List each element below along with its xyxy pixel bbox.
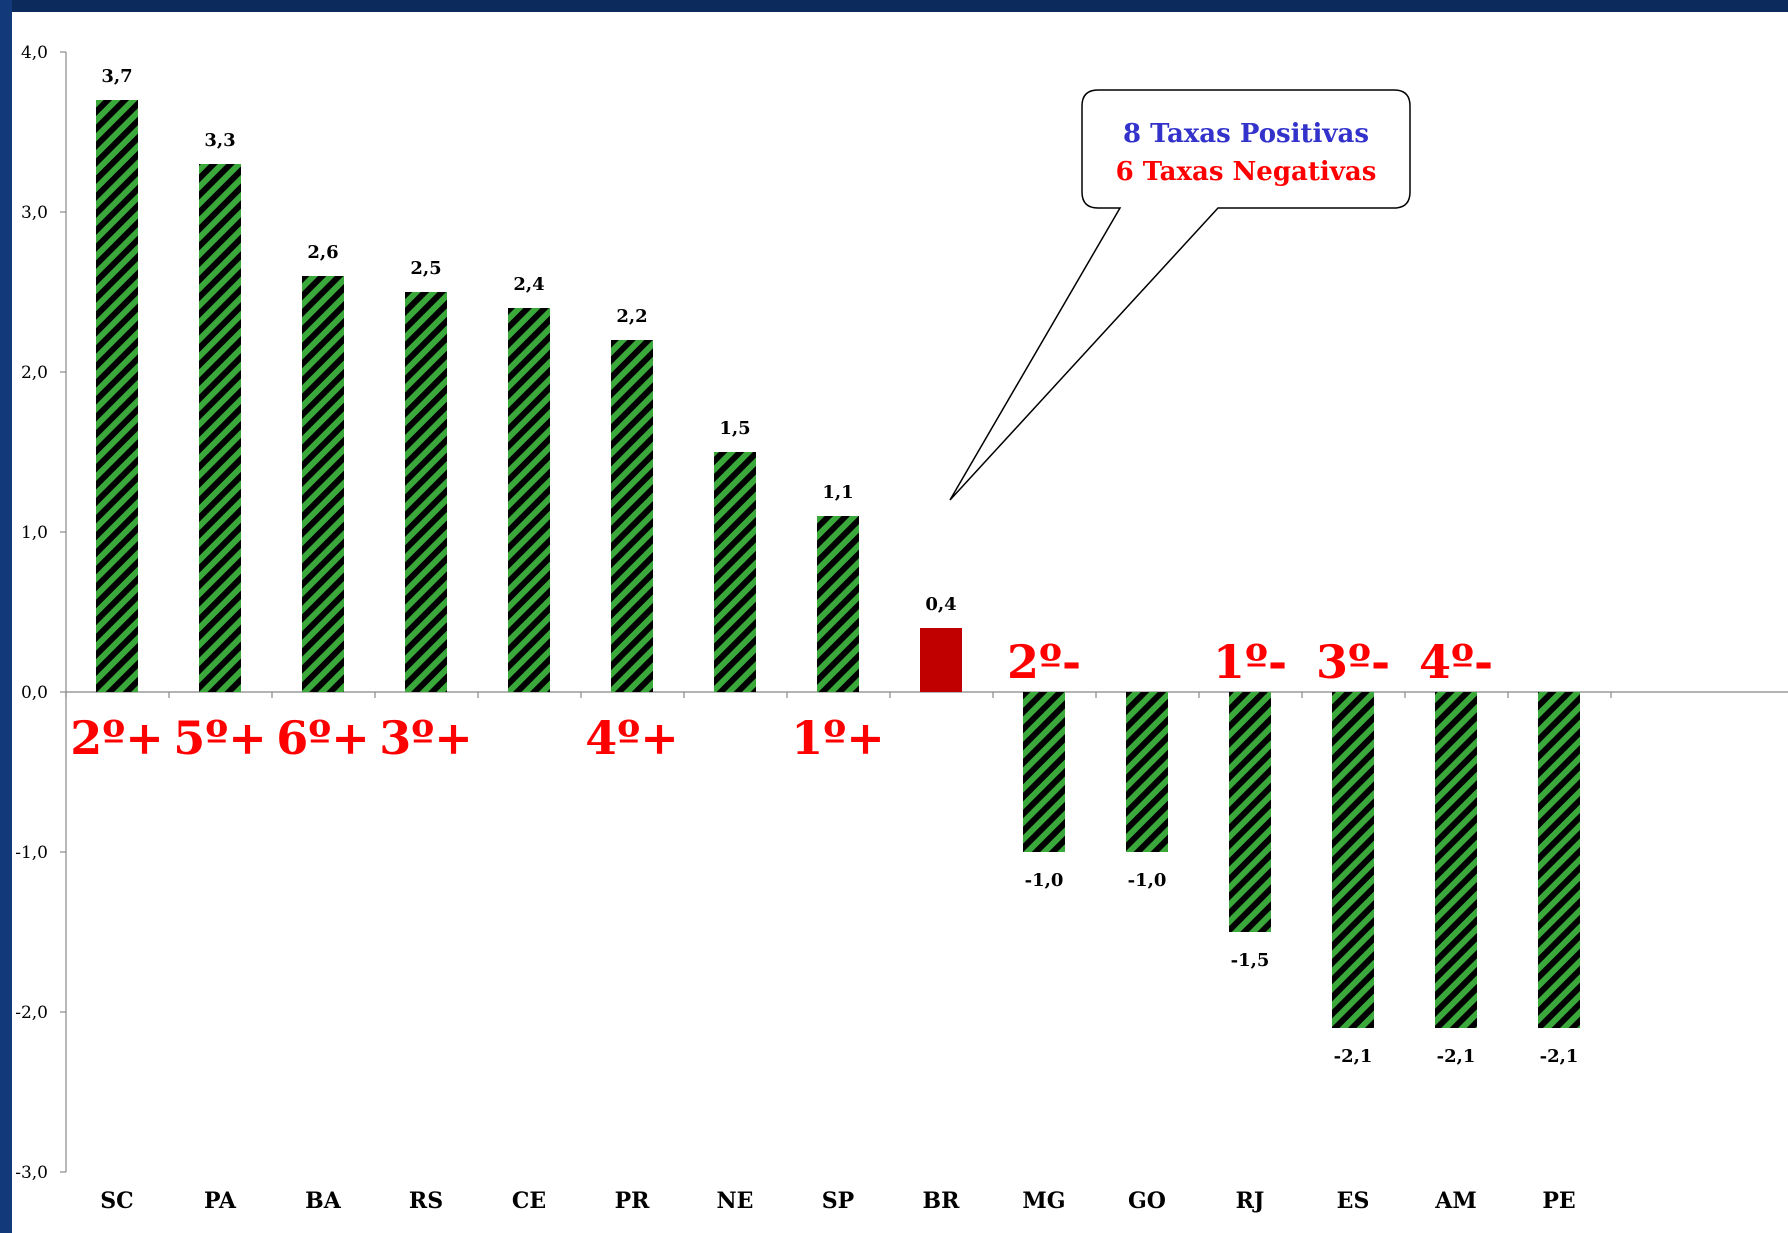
- data-label-go: -1,0: [1128, 870, 1167, 891]
- category-label-pr: PR: [615, 1188, 651, 1214]
- callout-positive-text: 8 Taxas Positivas: [1123, 119, 1369, 149]
- bar-pe: [1538, 692, 1580, 1028]
- category-label-pa: PA: [204, 1188, 237, 1214]
- top-frame-bar: [0, 0, 1788, 12]
- category-label-sp: SP: [822, 1188, 854, 1214]
- category-label-ce: CE: [512, 1188, 546, 1214]
- bar-rj: [1229, 692, 1271, 932]
- y-tick-label: 3,0: [21, 203, 48, 223]
- data-label-pa: 3,3: [204, 130, 235, 151]
- y-tick-label: -3,0: [15, 1163, 48, 1183]
- y-tick-label: -1,0: [15, 843, 48, 863]
- category-label-pe: PE: [1542, 1188, 1575, 1214]
- data-label-pr: 2,2: [616, 306, 647, 327]
- bar-ne: [714, 452, 756, 692]
- data-label-rs: 2,5: [410, 258, 441, 279]
- callout-bubble: [949, 89, 1411, 501]
- rank-annotation-pa: 5º+: [173, 711, 267, 765]
- rank-annotation-pr: 4º+: [585, 711, 679, 765]
- category-label-es: ES: [1337, 1188, 1370, 1214]
- data-label-am: -2,1: [1437, 1046, 1476, 1067]
- rank-annotation-mg: 2º-: [1007, 635, 1081, 689]
- data-label-ce: 2,4: [513, 274, 544, 295]
- bar-es: [1332, 692, 1374, 1028]
- category-label-ne: NE: [717, 1188, 754, 1214]
- bar-sc: [96, 100, 138, 692]
- category-label-br: BR: [923, 1188, 961, 1214]
- rank-annotation-ba: 6º+: [276, 711, 370, 765]
- bar-mg: [1023, 692, 1065, 852]
- bar-ce: [508, 308, 550, 692]
- rank-annotation-am: 4º-: [1419, 635, 1493, 689]
- bar-pa: [199, 164, 241, 692]
- data-label-sc: 3,7: [101, 66, 132, 87]
- data-label-sp: 1,1: [822, 482, 853, 503]
- rank-annotation-rs: 3º+: [379, 711, 473, 765]
- data-label-mg: -1,0: [1025, 870, 1064, 891]
- bar-sp: [817, 516, 859, 692]
- callout: 8 Taxas Positivas 6 Taxas Negativas: [949, 89, 1411, 501]
- bar-ba: [302, 276, 344, 692]
- y-tick-label: 1,0: [21, 523, 48, 543]
- y-tick-label: -2,0: [15, 1003, 48, 1023]
- left-frame-bar: [0, 0, 12, 1233]
- category-label-sc: SC: [100, 1188, 133, 1214]
- bar-br: [920, 628, 962, 692]
- category-label-go: GO: [1128, 1188, 1166, 1214]
- bar-go: [1126, 692, 1168, 852]
- rank-annotation-rj: 1º-: [1213, 635, 1287, 689]
- data-label-ba: 2,6: [307, 242, 338, 263]
- y-tick-label: 4,0: [21, 43, 48, 63]
- data-label-pe: -2,1: [1540, 1046, 1579, 1067]
- bar-am: [1435, 692, 1477, 1028]
- category-label-am: AM: [1434, 1188, 1476, 1214]
- data-label-es: -2,1: [1334, 1046, 1373, 1067]
- bar-pr: [611, 340, 653, 692]
- y-tick-label: 2,0: [21, 363, 48, 383]
- rank-annotation-es: 3º-: [1316, 635, 1390, 689]
- rank-annotation-sp: 1º+: [791, 711, 885, 765]
- category-label-ba: BA: [305, 1188, 342, 1214]
- bar-rs: [405, 292, 447, 692]
- category-label-mg: MG: [1022, 1188, 1065, 1214]
- category-label-rs: RS: [409, 1188, 443, 1214]
- rank-annotation-sc: 2º+: [70, 711, 164, 765]
- callout-negative-text: 6 Taxas Negativas: [1116, 157, 1377, 187]
- category-label-rj: RJ: [1236, 1188, 1265, 1214]
- data-label-rj: -1,5: [1231, 950, 1270, 971]
- data-label-br: 0,4: [925, 594, 956, 615]
- y-tick-label: 0,0: [21, 683, 48, 703]
- data-label-ne: 1,5: [719, 418, 750, 439]
